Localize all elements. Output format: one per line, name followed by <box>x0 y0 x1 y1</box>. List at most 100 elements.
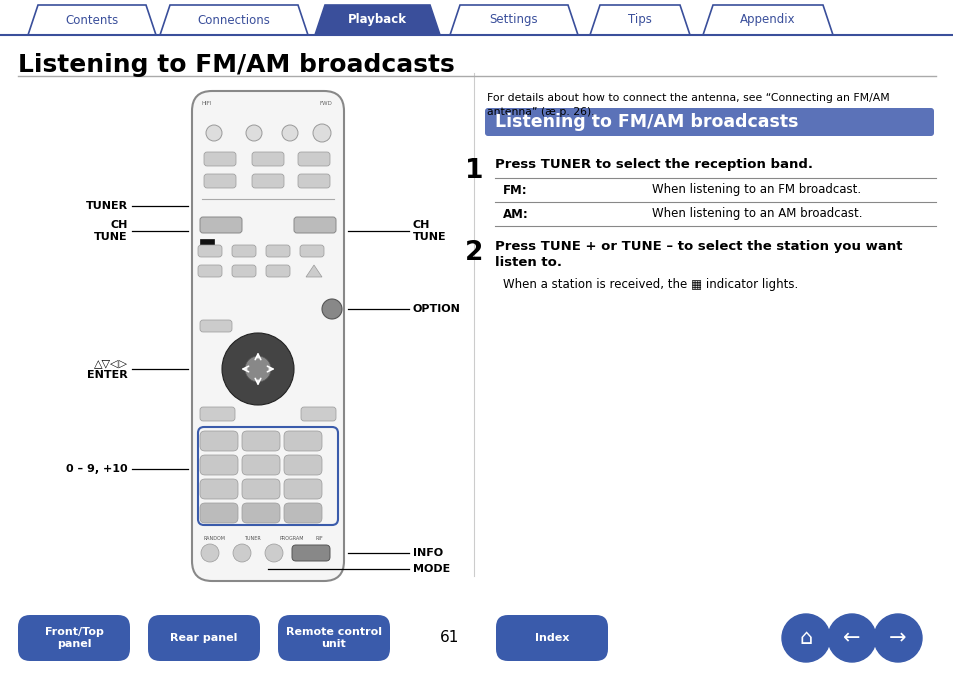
FancyBboxPatch shape <box>200 455 237 475</box>
Circle shape <box>873 614 921 662</box>
FancyBboxPatch shape <box>198 245 222 257</box>
Text: 1: 1 <box>464 158 483 184</box>
FancyBboxPatch shape <box>200 217 242 233</box>
Text: RIF: RIF <box>315 536 323 542</box>
Text: Listening to FM/AM broadcasts: Listening to FM/AM broadcasts <box>18 53 455 77</box>
Polygon shape <box>450 5 578 35</box>
Text: CH
TUNE: CH TUNE <box>413 220 446 242</box>
Text: Rear panel: Rear panel <box>171 633 237 643</box>
Text: HIFI: HIFI <box>202 101 213 106</box>
Text: CH
TUNE: CH TUNE <box>94 220 128 242</box>
Circle shape <box>222 333 294 405</box>
Circle shape <box>282 125 297 141</box>
Text: OPTION: OPTION <box>413 304 460 314</box>
FancyBboxPatch shape <box>200 407 234 421</box>
FancyBboxPatch shape <box>266 245 290 257</box>
Polygon shape <box>314 5 439 35</box>
FancyBboxPatch shape <box>266 265 290 277</box>
Text: INFO: INFO <box>413 548 442 558</box>
FancyBboxPatch shape <box>496 615 607 661</box>
FancyBboxPatch shape <box>192 91 344 581</box>
FancyBboxPatch shape <box>297 152 330 166</box>
Polygon shape <box>306 265 322 277</box>
Text: MODE: MODE <box>413 564 450 574</box>
FancyBboxPatch shape <box>242 503 280 523</box>
FancyBboxPatch shape <box>232 265 255 277</box>
FancyBboxPatch shape <box>252 152 284 166</box>
FancyBboxPatch shape <box>242 455 280 475</box>
FancyBboxPatch shape <box>284 431 322 451</box>
FancyBboxPatch shape <box>292 545 330 561</box>
FancyBboxPatch shape <box>242 479 280 499</box>
Polygon shape <box>702 5 832 35</box>
Text: FM:: FM: <box>502 184 527 197</box>
Text: Appendix: Appendix <box>740 13 795 26</box>
Text: ⌂: ⌂ <box>799 628 812 648</box>
Circle shape <box>245 356 271 382</box>
Text: Playback: Playback <box>348 13 407 26</box>
FancyBboxPatch shape <box>232 245 255 257</box>
Text: When listening to an FM broadcast.: When listening to an FM broadcast. <box>651 184 861 197</box>
FancyBboxPatch shape <box>284 455 322 475</box>
FancyBboxPatch shape <box>198 265 222 277</box>
FancyBboxPatch shape <box>204 152 235 166</box>
Text: Press TUNER to select the reception band.: Press TUNER to select the reception band… <box>495 158 812 171</box>
FancyBboxPatch shape <box>200 431 237 451</box>
Text: 2: 2 <box>464 240 483 266</box>
Circle shape <box>827 614 875 662</box>
Polygon shape <box>160 5 308 35</box>
FancyBboxPatch shape <box>299 245 324 257</box>
Text: AM:: AM: <box>502 207 528 221</box>
FancyBboxPatch shape <box>294 217 335 233</box>
Text: 0 – 9, +10: 0 – 9, +10 <box>67 464 128 474</box>
Text: listen to.: listen to. <box>495 256 561 269</box>
Circle shape <box>201 544 219 562</box>
FancyBboxPatch shape <box>148 615 260 661</box>
Text: Press TUNE + or TUNE – to select the station you want: Press TUNE + or TUNE – to select the sta… <box>495 240 902 253</box>
FancyBboxPatch shape <box>284 479 322 499</box>
FancyBboxPatch shape <box>200 320 232 332</box>
Circle shape <box>313 124 331 142</box>
Text: Connections: Connections <box>197 13 270 26</box>
Text: ←: ← <box>842 628 860 648</box>
Polygon shape <box>28 5 156 35</box>
FancyBboxPatch shape <box>200 503 237 523</box>
Polygon shape <box>589 5 689 35</box>
Text: Listening to FM/AM broadcasts: Listening to FM/AM broadcasts <box>495 113 798 131</box>
Circle shape <box>206 125 222 141</box>
Text: →: → <box>888 628 905 648</box>
FancyBboxPatch shape <box>252 174 284 188</box>
Circle shape <box>781 614 829 662</box>
Circle shape <box>322 299 341 319</box>
FancyBboxPatch shape <box>200 479 237 499</box>
FancyBboxPatch shape <box>284 503 322 523</box>
Circle shape <box>246 125 262 141</box>
Text: PROGRAM: PROGRAM <box>280 536 304 542</box>
FancyBboxPatch shape <box>18 615 130 661</box>
Text: Tips: Tips <box>627 13 651 26</box>
Text: RANDOM: RANDOM <box>204 536 226 542</box>
FancyBboxPatch shape <box>242 431 280 451</box>
Text: Contents: Contents <box>66 13 118 26</box>
Circle shape <box>265 544 283 562</box>
Text: antenna” (æ p. 26).: antenna” (æ p. 26). <box>486 107 594 117</box>
Bar <box>200 239 213 253</box>
Text: FWD: FWD <box>319 101 332 106</box>
FancyBboxPatch shape <box>301 407 335 421</box>
FancyBboxPatch shape <box>277 615 390 661</box>
FancyBboxPatch shape <box>204 174 235 188</box>
Text: When a station is received, the ▦ indicator lights.: When a station is received, the ▦ indica… <box>502 278 798 291</box>
Text: TUNER: TUNER <box>244 536 260 542</box>
Circle shape <box>233 544 251 562</box>
Text: Settings: Settings <box>489 13 537 26</box>
FancyBboxPatch shape <box>297 174 330 188</box>
Text: Remote control
unit: Remote control unit <box>286 627 381 649</box>
Text: 61: 61 <box>440 631 459 645</box>
Text: Front/Top
panel: Front/Top panel <box>45 627 103 649</box>
Text: △▽◁▷
ENTER: △▽◁▷ ENTER <box>87 358 128 380</box>
Text: Index: Index <box>535 633 569 643</box>
FancyBboxPatch shape <box>484 108 933 136</box>
Text: When listening to an AM broadcast.: When listening to an AM broadcast. <box>651 207 862 221</box>
Text: TUNER: TUNER <box>86 201 128 211</box>
Text: For details about how to connect the antenna, see “Connecting an FM/AM: For details about how to connect the ant… <box>486 93 889 103</box>
